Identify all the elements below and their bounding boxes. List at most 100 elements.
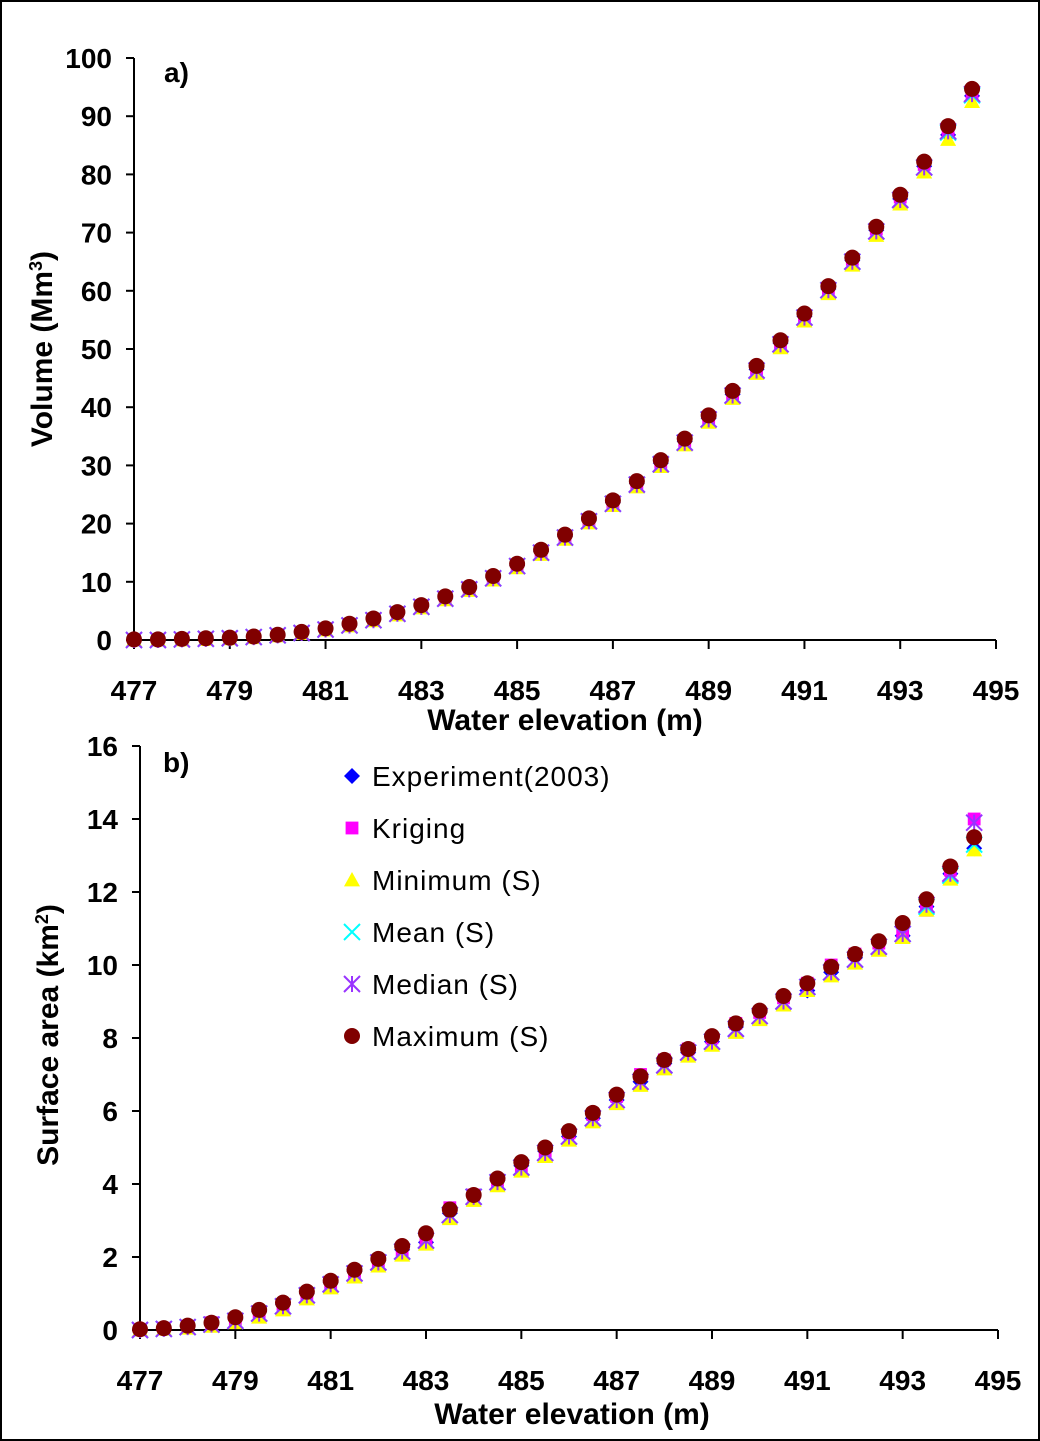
x-tick-label: 493	[879, 1365, 926, 1396]
legend-marker-kriging	[345, 821, 359, 835]
y-tick-label: 70	[81, 218, 112, 249]
y-tick-label: 50	[81, 334, 112, 365]
data-point-maximum	[437, 588, 454, 605]
panel-b-y-ticks: 0 2 4 6 8 10 12 14 16	[87, 731, 140, 1346]
data-point-maximum	[704, 1028, 720, 1045]
y-tick-label: 40	[81, 392, 112, 423]
data-point-maximum	[823, 958, 840, 975]
data-point-maximum	[251, 1301, 268, 1318]
legend-marker-mean	[343, 923, 361, 941]
data-point-maximum	[561, 1123, 577, 1140]
data-point-maximum	[461, 579, 478, 596]
y-tick-label: 10	[81, 567, 112, 598]
data-point-maximum	[966, 829, 983, 846]
data-point-maximum	[317, 620, 334, 637]
x-tick-label: 477	[117, 1365, 164, 1396]
y-tick-label: 100	[65, 43, 112, 74]
data-point-maximum	[394, 1238, 411, 1255]
y-tick-label: 2	[102, 1242, 118, 1273]
data-point-maximum	[680, 1040, 697, 1057]
x-tick-label: 487	[593, 1365, 640, 1396]
data-point-maximum	[751, 1002, 768, 1019]
x-tick-label: 479	[206, 675, 253, 706]
data-point-maximum	[173, 630, 190, 647]
y-tick-label: 4	[102, 1169, 118, 1200]
data-point-maximum	[632, 1068, 649, 1085]
panel-b-x-ticks: 477 479 481 483 485 487 489 491 493 495	[117, 1330, 1021, 1396]
data-point-maximum	[341, 615, 358, 632]
panel-a-y-axis-title: Volume (Mm3)	[26, 251, 59, 447]
series-maximum	[132, 829, 983, 1338]
data-point-maximum	[557, 526, 573, 543]
legend-item-mean: Mean (S)	[343, 917, 495, 948]
data-point-maximum	[894, 915, 911, 932]
data-point-maximum	[676, 430, 693, 447]
data-point-maximum	[269, 626, 286, 643]
data-point-maximum	[245, 628, 262, 645]
data-point-maximum	[584, 1104, 601, 1121]
data-point-maximum	[727, 1015, 744, 1032]
data-point-maximum	[772, 332, 789, 349]
legend-label: Mean (S)	[372, 917, 495, 948]
data-point-maximum	[533, 541, 550, 558]
data-point-maximum	[748, 357, 765, 374]
panel-b-surface-area-chart: 0 2 4 6 8 10 12 14 16 477 479 481 483 485 487 489 491 49…	[32, 731, 1021, 1431]
data-point-maximum	[608, 1086, 625, 1103]
y-tick-label: 12	[87, 877, 118, 908]
legend: Experiment(2003) Kriging Minimum (S) Mean (…	[343, 761, 610, 1052]
data-point-maximum	[465, 1186, 482, 1203]
data-point-maximum	[870, 933, 887, 950]
legend-item-kriging: Kriging	[345, 813, 465, 844]
legend-label: Maximum (S)	[372, 1021, 549, 1052]
data-point-maximum	[918, 891, 935, 908]
data-point-maximum	[892, 186, 909, 203]
y-tick-label: 10	[87, 950, 118, 981]
legend-item-experiment: Experiment(2003)	[344, 761, 610, 792]
data-point-maximum	[275, 1294, 291, 1311]
data-point-maximum	[628, 473, 645, 490]
y-tick-label: 20	[81, 509, 112, 540]
x-tick-label: 481	[302, 675, 349, 706]
y-tick-label: 90	[81, 101, 112, 132]
panel-a-x-ticks: 477 479 481 483 485 487 489 491 493 495	[111, 640, 1019, 706]
data-point-maximum	[942, 858, 959, 875]
panel-a-y-title-main: Volume (Mm	[26, 271, 59, 447]
y-tick-label: 60	[81, 276, 112, 307]
data-point-maximum	[346, 1261, 363, 1278]
x-tick-label: 483	[403, 1365, 450, 1396]
data-point-maximum	[293, 623, 310, 640]
data-point-maximum	[489, 1170, 506, 1187]
data-point-maximum	[221, 629, 238, 646]
data-point-maximum	[441, 1201, 458, 1218]
legend-marker-minimum	[344, 872, 360, 887]
x-tick-label: 489	[689, 1365, 736, 1396]
y-tick-label: 30	[81, 450, 112, 481]
data-point-maximum	[700, 407, 717, 424]
data-point-maximum	[799, 975, 816, 992]
data-point-maximum	[418, 1225, 434, 1242]
legend-label: Minimum (S)	[372, 865, 542, 896]
x-tick-label: 487	[590, 675, 637, 706]
data-point-maximum	[149, 631, 166, 648]
data-point-maximum	[916, 153, 933, 170]
data-point-maximum	[509, 555, 526, 572]
panel-b-x-axis-title: Water elevation (m)	[434, 1398, 710, 1431]
data-point-maximum	[656, 1051, 673, 1068]
data-point-maximum	[389, 604, 406, 621]
data-point-maximum	[413, 597, 430, 614]
data-point-maximum	[322, 1272, 339, 1289]
panel-a-y-ticks: 0 10 20 30 40 50 60 70 80 90 100	[65, 43, 134, 656]
x-tick-label: 483	[398, 675, 445, 706]
panel-a-volume-chart: 0 10 20 30 40 50 60 70 80 90 100 477 479 481 483 485 48…	[26, 43, 1019, 737]
y-tick-label: 80	[81, 159, 112, 190]
data-point-maximum	[820, 278, 837, 295]
legend-item-minimum: Minimum (S)	[344, 865, 542, 896]
legend-marker-maximum	[344, 1028, 360, 1044]
legend-marker-experiment	[344, 768, 360, 784]
data-point-minimum	[966, 842, 983, 857]
data-point-maximum	[298, 1283, 315, 1300]
panel-a-data-points	[125, 80, 981, 649]
data-point-maximum	[155, 1320, 172, 1337]
